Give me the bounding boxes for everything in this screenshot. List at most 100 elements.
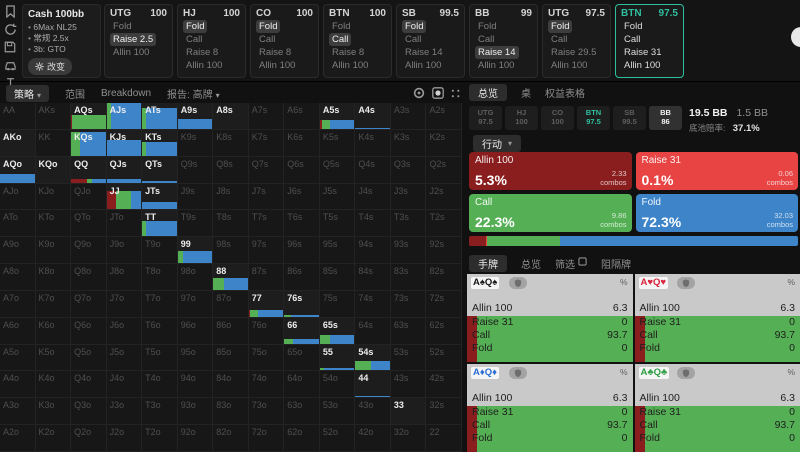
hand-cell-84s[interactable]: 84s bbox=[355, 264, 391, 291]
hand-cell-96o[interactable]: 96o bbox=[177, 317, 214, 345]
hand-cell-J5s[interactable]: J5s bbox=[319, 183, 356, 211]
hand-cell-T3o[interactable]: T3o bbox=[142, 398, 178, 426]
rtab-总览[interactable]: 总览 bbox=[469, 83, 507, 101]
hand-cell-K5o[interactable]: K5o bbox=[35, 344, 72, 372]
hand-cell-AQo[interactable]: AQo bbox=[0, 156, 36, 184]
hand-cell-76s[interactable]: 76s bbox=[284, 290, 320, 318]
hand-cell-J7o[interactable]: J7o bbox=[106, 290, 143, 318]
hand-cell-J6s[interactable]: J6s bbox=[284, 183, 320, 211]
hand-cell-Q9o[interactable]: Q9o bbox=[71, 237, 107, 265]
hand-cell-62o[interactable]: 62o bbox=[284, 425, 320, 452]
hand-cell-83s[interactable]: 83s bbox=[390, 264, 427, 291]
hand-cell-55[interactable]: 55 bbox=[319, 344, 356, 372]
action-option[interactable]: Fold bbox=[402, 20, 427, 33]
hand-cell-53s[interactable]: 53s bbox=[390, 344, 427, 372]
hand-cell-J6o[interactable]: J6o bbox=[106, 317, 143, 345]
hand-cell-JJ[interactable]: JJ bbox=[106, 183, 143, 211]
hand-cell-T5s[interactable]: T5s bbox=[319, 210, 356, 238]
hand-cell-Q8o[interactable]: Q8o bbox=[71, 264, 107, 291]
hand-cell-A3o[interactable]: A3o bbox=[0, 398, 36, 426]
hand-cell-J8o[interactable]: J8o bbox=[106, 264, 143, 291]
tab-Breakdown[interactable]: Breakdown bbox=[101, 87, 152, 99]
hand-cell-82s[interactable]: 82s bbox=[426, 264, 462, 291]
action-option[interactable]: Allin 100 bbox=[478, 60, 515, 71]
help-circle-button[interactable] bbox=[791, 27, 800, 47]
hand-cell-72o[interactable]: 72o bbox=[248, 425, 285, 452]
hand-cell-42s[interactable]: 42s bbox=[426, 371, 462, 399]
strip-utg[interactable]: UTG 97.5 bbox=[469, 106, 502, 130]
hand-cell-AA[interactable]: AA bbox=[0, 103, 36, 130]
weights-icon[interactable] bbox=[450, 87, 463, 100]
hand-cell-T4s[interactable]: T4s bbox=[355, 210, 391, 238]
hand-cell-85s[interactable]: 85s bbox=[319, 264, 356, 291]
hand-cell-75s[interactable]: 75s bbox=[319, 290, 356, 318]
action-option[interactable]: Fold bbox=[256, 20, 281, 33]
car-icon[interactable] bbox=[3, 58, 17, 72]
hand-cell-94o[interactable]: 94o bbox=[177, 371, 214, 399]
action-option[interactable]: Call bbox=[478, 34, 495, 45]
hand-cell-QJo[interactable]: QJo bbox=[71, 183, 107, 211]
action-option[interactable]: Raise 29.5 bbox=[551, 47, 597, 58]
hand-cell-K9o[interactable]: K9o bbox=[35, 237, 72, 265]
hand-cell-Q5s[interactable]: Q5s bbox=[319, 156, 356, 184]
hand-cell-93o[interactable]: 93o bbox=[177, 398, 214, 426]
hand-cell-TT[interactable]: TT bbox=[142, 210, 178, 238]
panel-circle-icon[interactable] bbox=[431, 87, 444, 100]
action-box-raise-31[interactable]: Raise 31 0.1% 0.06 combos bbox=[635, 152, 798, 190]
hand-cell-KK[interactable]: KK bbox=[35, 129, 72, 157]
hand-cell-97s[interactable]: 97s bbox=[248, 237, 285, 265]
action-option[interactable]: Call bbox=[186, 34, 203, 45]
hand-cell-KQo[interactable]: KQo bbox=[35, 156, 72, 184]
hand-cell-AKo[interactable]: AKo bbox=[0, 129, 36, 157]
hand-cell-Q6o[interactable]: Q6o bbox=[71, 317, 107, 345]
hand-cell-44[interactable]: 44 bbox=[355, 371, 391, 399]
hand-cell-84o[interactable]: 84o bbox=[213, 371, 249, 399]
hand-cell-AJs[interactable]: AJs bbox=[106, 103, 143, 130]
hand-cell-K7o[interactable]: K7o bbox=[35, 290, 72, 318]
hand-cell-85o[interactable]: 85o bbox=[213, 344, 249, 372]
hand-card-AcQc[interactable]: A♣Q♣% Allin 100 6.3 Raise 31 0 Call 93.7 Fold 0 bbox=[634, 364, 800, 452]
hand-cell-64s[interactable]: 64s bbox=[355, 317, 391, 345]
action-option[interactable]: Call bbox=[329, 33, 352, 46]
hand-cell-K8s[interactable]: K8s bbox=[213, 129, 249, 157]
hand-cell-Q4o[interactable]: Q4o bbox=[71, 371, 107, 399]
save-icon[interactable] bbox=[3, 40, 17, 54]
action-option[interactable]: Fold bbox=[332, 21, 351, 32]
hand-cell-Q7s[interactable]: Q7s bbox=[248, 156, 285, 184]
action-option[interactable]: Raise 8 bbox=[332, 47, 365, 58]
action-option[interactable]: Allin 100 bbox=[332, 60, 369, 71]
hand-cell-AQs[interactable]: AQs bbox=[71, 103, 107, 130]
action-option[interactable]: Fold bbox=[548, 20, 573, 33]
hand-cell-KJs[interactable]: KJs bbox=[106, 129, 143, 157]
hand-cell-A5s[interactable]: A5s bbox=[319, 103, 356, 130]
hand-cell-A6s[interactable]: A6s bbox=[284, 103, 320, 130]
tab-策略[interactable]: 策略 ▾ bbox=[6, 84, 50, 102]
hand-cell-J3s[interactable]: J3s bbox=[390, 183, 427, 211]
action-option[interactable]: Fold bbox=[113, 21, 132, 32]
hand-cell-64o[interactable]: 64o bbox=[284, 371, 320, 399]
hand-cell-83o[interactable]: 83o bbox=[213, 398, 249, 426]
hand-cell-42o[interactable]: 42o bbox=[355, 425, 391, 452]
strip-hj[interactable]: HJ 100 bbox=[505, 106, 538, 130]
hand-cell-65o[interactable]: 65o bbox=[284, 344, 320, 372]
hand-cell-K6s[interactable]: K6s bbox=[284, 129, 320, 157]
action-option[interactable]: Allin 100 bbox=[551, 60, 588, 71]
hand-cell-JTs[interactable]: JTs bbox=[142, 183, 178, 211]
hand-cell-KTo[interactable]: KTo bbox=[35, 210, 72, 238]
hand-cell-A7o[interactable]: A7o bbox=[0, 290, 36, 318]
tab-范围[interactable]: 范围 bbox=[65, 89, 86, 101]
hand-cell-T8s[interactable]: T8s bbox=[213, 210, 249, 238]
hand-cell-K2s[interactable]: K2s bbox=[426, 129, 462, 157]
strip-sb[interactable]: SB 99.5 bbox=[613, 106, 646, 130]
hand-cell-Q5o[interactable]: Q5o bbox=[71, 344, 107, 372]
hand-cell-43s[interactable]: 43s bbox=[390, 371, 427, 399]
hand-cell-32o[interactable]: 32o bbox=[390, 425, 427, 452]
rtab-桌[interactable]: 桌 bbox=[521, 88, 531, 100]
hand-cell-T8o[interactable]: T8o bbox=[142, 264, 178, 291]
hand-cell-Q4s[interactable]: Q4s bbox=[355, 156, 391, 184]
hand-cell-T2s[interactable]: T2s bbox=[426, 210, 462, 238]
htab-手牌[interactable]: 手牌 bbox=[469, 254, 507, 272]
hand-cell-72s[interactable]: 72s bbox=[426, 290, 462, 318]
hand-cell-K9s[interactable]: K9s bbox=[177, 129, 214, 157]
hand-cell-A9s[interactable]: A9s bbox=[177, 103, 214, 130]
